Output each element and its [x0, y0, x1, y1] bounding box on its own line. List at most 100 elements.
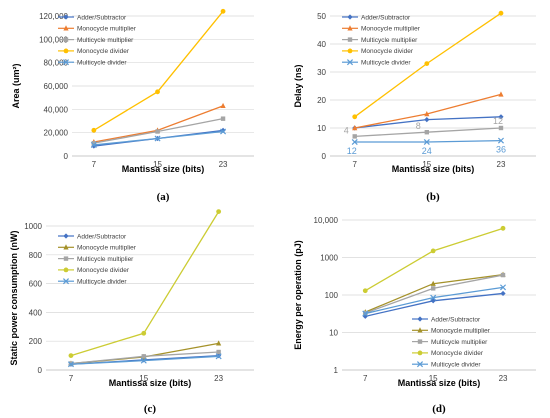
x-tick-label: 23 [214, 374, 223, 383]
data-point [352, 134, 357, 139]
data-point [141, 354, 146, 359]
cycle-count-label: 24 [422, 146, 432, 156]
y-tick-label: 10 [329, 329, 338, 338]
legend-marker [63, 25, 69, 31]
y-tick-label: 50 [317, 12, 326, 21]
legend-label: Monocycle divider [77, 48, 130, 55]
panel-a: 0 20,000 40,000 60,000 80,000 100,000 120,000 7… [11, 8, 254, 203]
data-point [430, 248, 436, 254]
legend-label: Adder/Subtractor [77, 14, 127, 21]
y-tick-label: 10 [317, 124, 326, 133]
legend-item: Multicycle multiplier [342, 37, 418, 44]
legend-item: Monocycle multiplier [342, 25, 421, 33]
panel-d: 1 10 100 1000 10,000 7 15 23 Mantissa size (bits… [293, 216, 536, 415]
y-tick-label: 1000 [320, 254, 338, 263]
series-monocycle-divider [352, 10, 504, 120]
data-point [499, 284, 507, 291]
series-multicycle-divider [351, 137, 505, 146]
data-point [430, 280, 436, 286]
data-point [215, 353, 222, 360]
legend-label: Multicycle multiplier [77, 37, 134, 44]
legend-marker [417, 339, 423, 344]
data-point [352, 125, 358, 131]
legend-marker [417, 350, 423, 356]
y-tick-label: 80,000 [44, 59, 69, 68]
legend: Adder/Subtractor Monocycle multiplier Mult… [58, 14, 137, 67]
series-monocycle-divider [68, 209, 222, 358]
panel-caption: (b) [426, 191, 440, 203]
y-tick-label: 40 [317, 40, 326, 49]
data-point [90, 141, 97, 148]
data-point [498, 114, 504, 120]
legend-label: Multicycle divider [77, 60, 127, 67]
data-point [216, 349, 221, 355]
legend-label: Monocycle divider [431, 350, 484, 357]
legend-marker [347, 14, 353, 20]
legend-item: Multicycle divider [58, 59, 127, 67]
legend-marker [416, 361, 424, 368]
panel-c: 0 200 400 600 800 1000 7 15 23 Mantissa size (bit… [9, 209, 254, 415]
legend-item: Adder/Subtractor [412, 316, 481, 323]
y-tick-label: 800 [29, 251, 43, 260]
data-point [67, 361, 74, 368]
series-monocycle-multiplier [362, 271, 506, 315]
legend: Adder/Subtractor Monocycle multiplier Mult… [342, 14, 421, 67]
legend-item: Monocycle divider [412, 350, 484, 357]
data-point [68, 353, 74, 358]
data-point [497, 137, 505, 144]
data-point [362, 288, 368, 294]
data-point [424, 130, 430, 135]
data-point [91, 127, 97, 133]
data-point [351, 138, 358, 146]
data-point [498, 125, 504, 131]
data-point [424, 111, 430, 117]
y-tick-label: 0 [64, 152, 69, 161]
y-tick-label: 100,000 [39, 35, 68, 44]
series-multicycle-divider [90, 128, 227, 148]
y-axis-label: Area (um²) [11, 63, 21, 108]
legend-marker [347, 48, 353, 54]
x-axis-label: Mantissa size (bits) [109, 378, 192, 388]
data-point [424, 61, 430, 66]
legend-label: Monocycle divider [361, 48, 414, 55]
series-line [354, 93, 502, 129]
y-tick-label: 100 [325, 291, 339, 300]
x-axis-label: Mantissa size (bits) [398, 378, 481, 388]
cycle-count-label: 36 [496, 145, 506, 155]
data-point [155, 129, 160, 134]
x-tick-label: 15 [139, 374, 148, 383]
legend-item: Multicycle multiplier [58, 256, 134, 263]
cycle-count-label: 12 [347, 146, 357, 156]
y-tick-label: 120,000 [39, 12, 68, 21]
data-point [500, 290, 506, 297]
data-point [216, 209, 222, 215]
legend-item: Adder/Subtractor [342, 14, 411, 21]
data-point [362, 310, 369, 317]
data-point [500, 225, 506, 231]
legend-item: Multicycle divider [412, 361, 481, 369]
data-point [155, 89, 160, 95]
legend-marker [417, 316, 423, 322]
y-tick-label: 30 [317, 68, 326, 77]
series-line [365, 273, 504, 313]
series-line [365, 274, 504, 314]
legend-label: Multicycle divider [77, 279, 127, 286]
panel-caption: (d) [432, 403, 446, 415]
legend-label: Monocycle multiplier [77, 26, 137, 33]
x-tick-label: 15 [153, 160, 162, 169]
y-axis-label: Energy per operation (pJ) [293, 240, 303, 350]
legend-item: Monocycle multiplier [412, 327, 491, 335]
legend-label: Monocycle multiplier [77, 245, 137, 252]
x-tick-label: 15 [422, 160, 431, 169]
cycle-count-label: 8 [416, 121, 421, 131]
cycle-count-label: 12 [493, 116, 503, 126]
series-multicycle-multiplier [352, 125, 504, 139]
legend-marker [62, 59, 70, 66]
legend-item: Multicycle multiplier [58, 37, 134, 44]
legend-label: Adder/Subtractor [77, 233, 127, 240]
series-monocycle-divider [91, 8, 226, 133]
legend: Adder/Subtractor Monocycle multiplier Mult… [412, 316, 491, 369]
legend-item: Monocycle divider [342, 48, 414, 55]
data-point [424, 117, 430, 123]
legend-marker [63, 14, 69, 20]
